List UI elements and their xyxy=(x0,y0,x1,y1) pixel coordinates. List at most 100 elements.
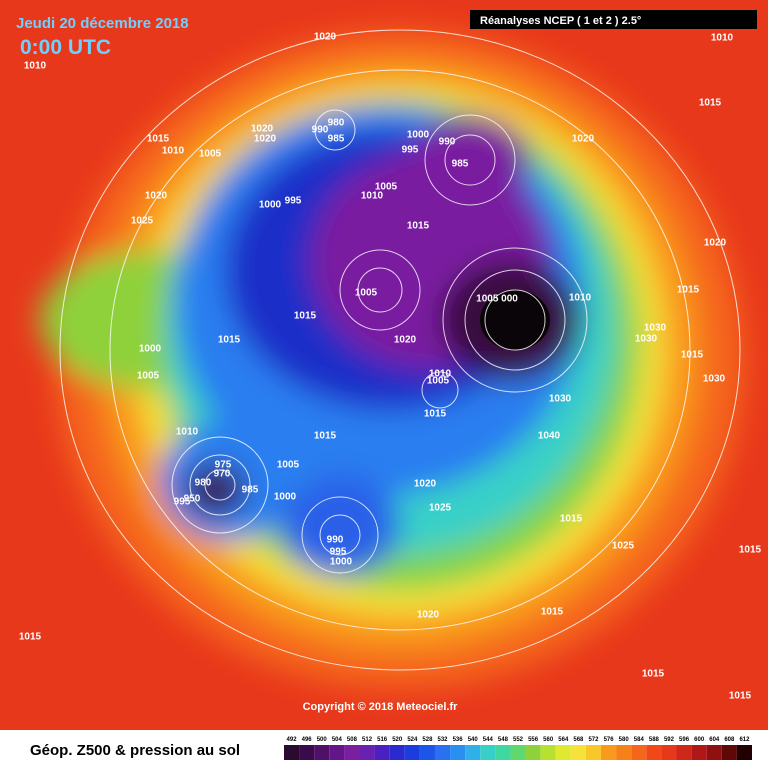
scale-label: 556 xyxy=(528,737,539,743)
scale-swatch xyxy=(616,745,632,760)
pressure-label: 1015 xyxy=(294,311,317,322)
scale-swatch xyxy=(329,745,345,760)
pressure-label: 1010 xyxy=(361,191,384,202)
scale-swatch xyxy=(465,745,481,760)
scale-label: 572 xyxy=(588,737,599,743)
scale-label: 604 xyxy=(709,737,720,743)
pressure-label: 950 xyxy=(184,494,201,505)
scale-label: 508 xyxy=(347,737,358,743)
scale-label: 540 xyxy=(468,737,479,743)
pressure-label: 1000 xyxy=(274,492,297,503)
scale-swatch xyxy=(601,745,617,760)
map-date: Jeudi 20 décembre 2018 xyxy=(16,15,189,32)
pressure-label: 1000 xyxy=(139,344,162,355)
pressure-label: 1015 xyxy=(560,514,583,525)
scale-swatch xyxy=(299,745,315,760)
pressure-label: 1015 xyxy=(739,545,762,556)
scale-label: 512 xyxy=(362,737,373,743)
source-box xyxy=(470,10,757,29)
pressure-label: 1015 xyxy=(642,669,665,680)
scale-label: 568 xyxy=(573,737,584,743)
pressure-label: 1010 xyxy=(429,369,452,380)
scale-label: 548 xyxy=(498,737,509,743)
scale-swatch xyxy=(434,745,451,760)
pressure-label: 1000 xyxy=(330,557,353,568)
scale-swatch xyxy=(661,745,677,760)
pressure-label: 1025 xyxy=(131,216,154,227)
pressure-label: 990 xyxy=(439,137,456,148)
pressure-label: 1025 xyxy=(612,541,635,552)
pressure-label: 990 xyxy=(327,535,344,546)
pressure-label: 995 xyxy=(285,196,302,207)
pressure-label: 1015 xyxy=(729,691,752,702)
scale-label: 612 xyxy=(739,737,750,743)
scale-swatch xyxy=(736,745,752,760)
pressure-label: 1020 xyxy=(704,238,727,249)
pressure-label: 1020 xyxy=(394,335,417,346)
geopotential-field xyxy=(0,0,768,730)
scale-swatch xyxy=(721,745,737,760)
scale-label: 608 xyxy=(724,737,735,743)
pressure-label: 995 xyxy=(174,497,191,508)
pressure-label: 1030 xyxy=(549,394,572,405)
scale-swatch xyxy=(359,745,375,760)
pressure-label: 970 xyxy=(214,469,231,480)
scale-label: 516 xyxy=(377,737,388,743)
pressure-label: 1020 xyxy=(414,479,437,490)
pressure-label: 1020 xyxy=(417,610,440,621)
scale-swatch xyxy=(585,745,602,760)
pressure-label: 1015 xyxy=(677,285,700,296)
scale-label: 528 xyxy=(422,737,433,743)
pressure-label: 1015 xyxy=(218,335,241,346)
pressure-label: 1020 xyxy=(145,191,168,202)
pressure-label: 1020 xyxy=(572,134,595,145)
scale-label: 588 xyxy=(649,737,660,743)
pressure-label: 1005 000 xyxy=(476,294,518,305)
scale-label: 524 xyxy=(407,737,418,743)
pressure-label: 1040 xyxy=(538,431,561,442)
pressure-label: 985 xyxy=(242,485,259,496)
pressure-label: 990 xyxy=(312,125,329,136)
pressure-label: 1015 xyxy=(407,221,430,232)
pressure-label: 1015 xyxy=(699,98,722,109)
copyright: Copyright © 2018 Meteociel.fr xyxy=(303,701,459,713)
pressure-label: 1015 xyxy=(681,350,704,361)
scale-swatch xyxy=(510,745,526,760)
pressure-label: 1020 xyxy=(251,124,274,135)
isobars xyxy=(59,29,741,671)
scale-swatch xyxy=(480,745,496,760)
scale-swatch xyxy=(676,745,692,760)
pressure-label: 1025 xyxy=(429,503,452,514)
scale-label: 596 xyxy=(679,737,690,743)
pressure-label: 1005 xyxy=(277,460,300,471)
scale-swatch xyxy=(404,745,420,760)
scale-label: 496 xyxy=(302,737,313,743)
scale-swatch xyxy=(374,745,390,760)
pressure-label: 980 xyxy=(328,118,345,129)
pressure-label: 1005 xyxy=(355,288,378,299)
pressure-label: 1000 xyxy=(407,130,430,141)
pressure-label: 1000 xyxy=(259,200,282,211)
pressure-label: 980 xyxy=(195,478,212,489)
scale-label: 504 xyxy=(332,737,343,743)
scale-label: 544 xyxy=(483,737,494,743)
legend-title: Géop. Z500 & pression au sol xyxy=(30,742,240,759)
scale-label: 564 xyxy=(558,737,569,743)
scale-swatch xyxy=(314,745,330,760)
scale-label: 580 xyxy=(619,737,630,743)
scale-label: 600 xyxy=(694,737,705,743)
scale-swatch xyxy=(540,745,556,760)
scale-label: 592 xyxy=(664,737,675,743)
scale-swatch xyxy=(706,745,722,760)
scale-swatch xyxy=(555,745,571,760)
scale-swatch xyxy=(691,745,707,760)
scale-swatch xyxy=(646,745,662,760)
scale-swatch xyxy=(570,745,586,760)
pressure-label: 995 xyxy=(330,547,347,558)
scale-label: 584 xyxy=(634,737,645,743)
scale-swatch xyxy=(631,745,647,760)
scale-label: 520 xyxy=(392,737,403,743)
scale-swatch xyxy=(525,745,541,760)
pressure-label: 1010 xyxy=(176,427,199,438)
